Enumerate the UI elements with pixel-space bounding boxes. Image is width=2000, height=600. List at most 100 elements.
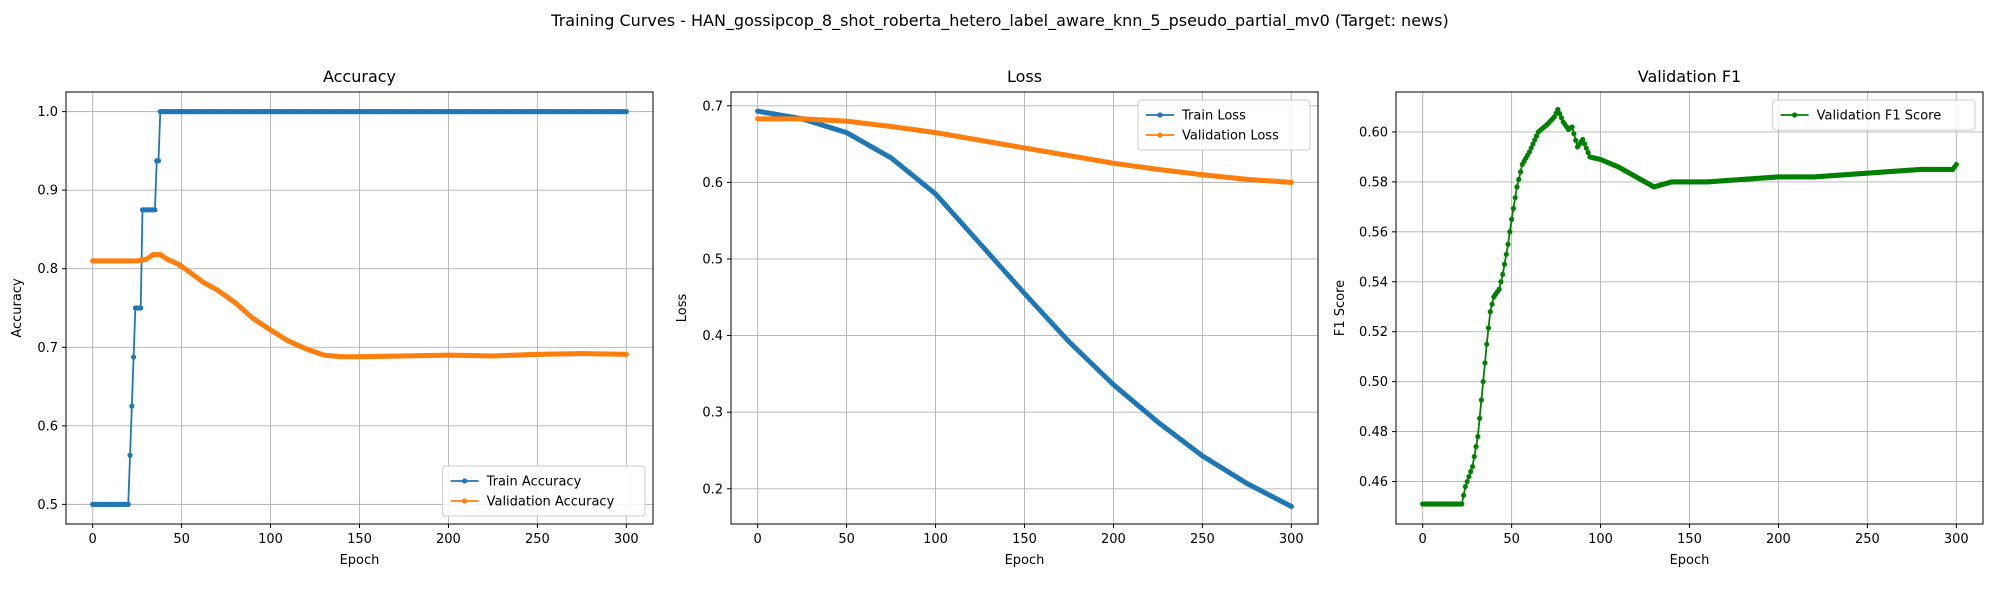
legend: Validation F1 Score: [1772, 99, 1976, 131]
plot-frame: [65, 91, 654, 525]
data-point: [1462, 483, 1468, 490]
y-tick-label: 0.8: [37, 262, 58, 277]
x-axis-label: Epoch: [340, 553, 380, 568]
panel-validation-f1: Validation F1 0 50 100 150 200 250 300 0.46 0.48…: [1333, 67, 1984, 568]
data-point: [1581, 141, 1588, 147]
data-point: [1532, 137, 1538, 143]
legend-marker: [462, 478, 468, 484]
data-point: [1533, 133, 1540, 139]
data-point: [1485, 325, 1492, 331]
x-tick-label: 200: [1101, 532, 1126, 547]
panel-loss: Loss 0 50 100 150 200 250 300 0.2 0.3 0.4 0.5 0.6 0.…: [675, 67, 1319, 568]
y-tick-label: 0.6: [37, 419, 58, 434]
y-tick-label: 0.60: [1359, 125, 1388, 140]
data-point: [1509, 216, 1515, 222]
x-tick-label: 300: [614, 532, 639, 547]
x-tick-label: 300: [1944, 532, 1969, 547]
legend-label: Validation Accuracy: [487, 495, 615, 510]
x-tick-label: 250: [1855, 532, 1880, 547]
data-point: [1571, 131, 1577, 137]
y-tick-label: 0.56: [1359, 225, 1388, 240]
data-point: [1484, 341, 1490, 347]
y-axis-label: F1 Score: [1333, 280, 1348, 336]
legend-marker: [462, 498, 468, 504]
x-tick-label: 150: [1012, 532, 1037, 547]
panel-accuracy: Accuracy 0 50 100 150 200 250 300 0.5 0.6 0.7 0.8 0…: [10, 67, 654, 568]
data-point: [623, 351, 629, 357]
y-tick-label: 0.54: [1359, 275, 1388, 290]
y-tick-label: 0.3: [702, 406, 723, 421]
y-tick-label: 0.46: [1359, 475, 1388, 490]
panel-title: Accuracy: [323, 67, 396, 86]
x-tick-label: 50: [838, 532, 855, 547]
data-point: [1464, 478, 1470, 485]
data-point: [1471, 453, 1477, 460]
data-point: [1516, 176, 1522, 182]
legend-marker: [1792, 112, 1798, 118]
data-point: [152, 207, 158, 213]
x-axis-label: Epoch: [1670, 553, 1710, 568]
x-tick-label: 200: [1766, 532, 1791, 547]
x-tick-label: 150: [1677, 532, 1702, 547]
y-axis-label: Loss: [675, 294, 690, 323]
y-tick-label: 0.6: [702, 176, 723, 191]
series-markers: [755, 108, 1294, 509]
data-point: [1514, 184, 1520, 190]
y-tick-label: 0.2: [702, 482, 723, 497]
legend-marker: [1157, 112, 1163, 118]
x-tick-label: 300: [1279, 532, 1304, 547]
data-point: [1466, 473, 1472, 480]
x-axis-label: Epoch: [1005, 553, 1045, 568]
y-tick-label: 0.7: [702, 99, 723, 114]
data-point: [1558, 115, 1565, 121]
data-point: [1557, 111, 1563, 117]
legend-box: [1137, 99, 1311, 151]
legend: Train Loss Validation Loss: [1137, 99, 1311, 151]
legend-marker: [1157, 132, 1163, 138]
data-point: [1512, 195, 1518, 201]
data-point: [155, 158, 162, 164]
y-tick-label: 1.0: [37, 105, 58, 120]
data-point: [1482, 360, 1488, 366]
data-point: [1530, 141, 1536, 147]
data-point: [1459, 501, 1465, 507]
plot-frame: [1395, 91, 1984, 525]
data-point: [1555, 106, 1561, 113]
data-point: [1505, 241, 1511, 247]
data-point: [1498, 279, 1504, 285]
data-point: [1583, 145, 1589, 151]
x-tick-label: 0: [754, 532, 762, 547]
y-tick-label: 0.50: [1359, 375, 1388, 390]
data-point: [1487, 309, 1493, 315]
y-tick-label: 0.9: [37, 184, 58, 199]
data-point: [1510, 205, 1516, 212]
data-point: [623, 109, 629, 115]
x-tick-label: 200: [436, 532, 461, 547]
data-point: [1288, 503, 1294, 509]
x-tick-label: 250: [1190, 532, 1215, 547]
data-point: [1473, 443, 1479, 450]
legend-label: Train Loss: [1181, 109, 1246, 124]
x-tick-label: 0: [89, 532, 97, 547]
data-point: [1460, 492, 1467, 498]
panel-title: Validation F1: [1638, 67, 1741, 86]
data-point: [1507, 229, 1513, 235]
series-markers: [90, 251, 629, 360]
x-tick-label: 100: [258, 532, 283, 547]
y-tick-label: 0.5: [37, 498, 58, 513]
data-point: [1477, 415, 1483, 421]
data-point: [1469, 463, 1476, 470]
data-point: [1489, 301, 1495, 307]
data-point: [1288, 179, 1294, 185]
series-markers: [1420, 106, 1959, 507]
data-point: [1500, 271, 1506, 277]
x-tick-label: 100: [1588, 532, 1613, 547]
legend-box: [1772, 99, 1976, 131]
data-point: [1478, 397, 1484, 403]
figure-title: Training Curves - HAN_gossipcop_8_shot_r…: [550, 11, 1448, 31]
plot-frame: [730, 91, 1319, 525]
y-tick-label: 0.5: [702, 252, 723, 267]
data-point: [127, 452, 133, 458]
legend: Train Accuracy Validation Accuracy: [442, 465, 646, 517]
